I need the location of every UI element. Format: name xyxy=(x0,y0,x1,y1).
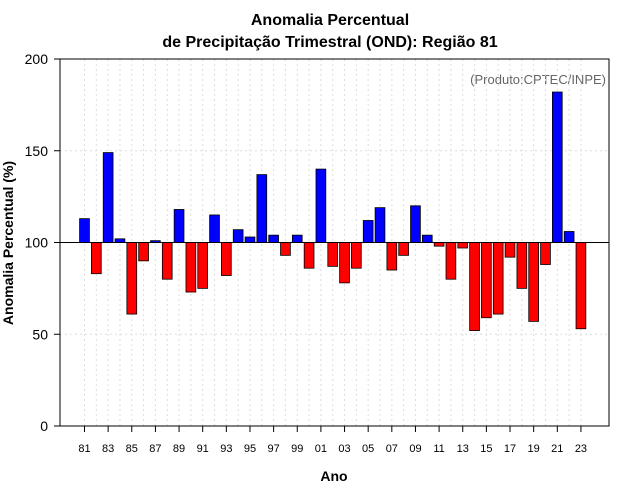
bar-1990 xyxy=(185,242,197,293)
bar-2014 xyxy=(469,242,480,331)
bar-2003 xyxy=(339,242,350,284)
x-tick-label: 11 xyxy=(433,443,444,455)
bar-1985 xyxy=(126,242,138,315)
bar-2015 xyxy=(481,242,492,319)
y-tick-label: 0 xyxy=(40,418,48,434)
x-tick-label: 99 xyxy=(291,443,303,455)
bar-2001 xyxy=(315,168,327,243)
bar-2018 xyxy=(516,242,528,289)
bar-2012 xyxy=(445,242,457,280)
bar-1991 xyxy=(197,242,209,289)
x-tick-label: 81 xyxy=(78,443,90,455)
bar-2010 xyxy=(421,234,433,243)
bar-2000 xyxy=(303,242,315,269)
bar-1998 xyxy=(280,242,291,256)
bar-1992 xyxy=(209,214,220,243)
x-tick-label: 23 xyxy=(575,443,587,455)
chart-title-line1: Anomalia Percentual xyxy=(251,12,409,29)
bar-2002 xyxy=(327,242,339,267)
x-tick-label: 85 xyxy=(126,443,138,455)
x-tick-label: 93 xyxy=(220,443,232,455)
x-tick-label: 09 xyxy=(409,443,421,455)
x-tick-label: 95 xyxy=(244,443,256,455)
bars-group xyxy=(79,91,587,331)
bar-1982 xyxy=(91,242,102,275)
bar-2021 xyxy=(552,91,563,243)
bar-1984 xyxy=(114,238,126,243)
bar-2011 xyxy=(433,242,445,247)
bar-1989 xyxy=(173,209,185,243)
y-tick-label: 50 xyxy=(32,326,48,342)
bar-1986 xyxy=(138,242,149,262)
bar-1981 xyxy=(79,218,90,243)
x-tick-label: 05 xyxy=(362,443,374,455)
bar-1999 xyxy=(291,234,303,243)
bar-1994 xyxy=(232,229,244,243)
x-tick-label: 13 xyxy=(457,443,469,455)
y-axis: 0 50 100 150 200 xyxy=(25,51,60,434)
x-tick-label: 83 xyxy=(102,443,114,455)
bar-1997 xyxy=(268,234,279,243)
x-tick-label: 89 xyxy=(173,443,185,455)
y-axis-label: Anomalia Percentual (%) xyxy=(0,161,16,325)
chart-title-line2: de Precipitação Trimestral (OND): Região… xyxy=(162,34,497,51)
x-tick-label: 03 xyxy=(338,443,350,455)
x-tick-label: 01 xyxy=(315,443,327,455)
x-tick-label: 21 xyxy=(551,443,563,455)
bar-1988 xyxy=(161,242,173,280)
x-axis-label: Ano xyxy=(320,468,347,484)
bar-1983 xyxy=(102,152,114,243)
bar-2017 xyxy=(504,242,516,258)
product-credit: (Produto:CPTEC/INPE) xyxy=(470,72,606,87)
y-tick-label: 150 xyxy=(25,143,49,159)
bar-2019 xyxy=(528,242,539,322)
y-tick-label: 200 xyxy=(25,51,49,67)
x-tick-label: 19 xyxy=(528,443,540,455)
bar-1993 xyxy=(221,242,232,276)
x-axis: 81 83 85 87 89 91 93 95 97 99 01 03 05 07 09 11 13 15 17 19… xyxy=(78,426,587,455)
bar-2023 xyxy=(575,242,587,330)
bar-2022 xyxy=(563,231,575,243)
y-tick-label: 100 xyxy=(25,235,49,251)
bar-2004 xyxy=(351,242,362,269)
grid-lines xyxy=(60,59,609,426)
x-tick-label: 15 xyxy=(480,443,492,455)
bar-2006 xyxy=(374,207,386,243)
bar-1996 xyxy=(256,174,268,243)
bar-2020 xyxy=(540,242,551,265)
bar-1995 xyxy=(244,236,256,243)
x-tick-label: 17 xyxy=(504,443,516,455)
bar-2016 xyxy=(492,242,504,315)
bar-2005 xyxy=(362,220,374,243)
bar-2007 xyxy=(386,242,398,271)
x-tick-label: 07 xyxy=(386,443,398,455)
bar-2009 xyxy=(410,205,421,243)
x-tick-label: 97 xyxy=(267,443,279,455)
x-tick-label: 87 xyxy=(149,443,161,455)
bar-2008 xyxy=(398,242,409,256)
x-tick-label: 91 xyxy=(197,443,209,455)
bar-2013 xyxy=(457,242,469,249)
